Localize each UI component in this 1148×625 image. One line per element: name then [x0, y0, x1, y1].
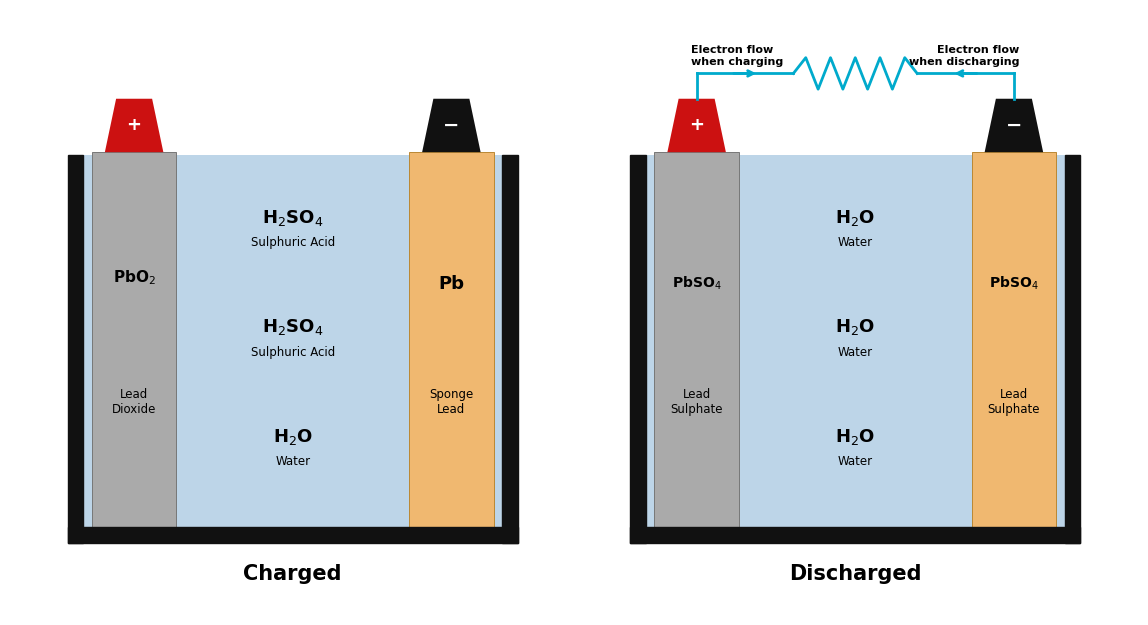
Bar	[646, 155, 1064, 528]
Text: Charged: Charged	[243, 564, 342, 584]
Text: PbSO$_4$: PbSO$_4$	[672, 275, 721, 292]
Polygon shape	[985, 99, 1044, 152]
Text: PbO$_2$: PbO$_2$	[113, 269, 155, 288]
Text: H$_2$O: H$_2$O	[836, 427, 875, 447]
Bar	[1064, 155, 1080, 543]
Text: +: +	[126, 116, 141, 134]
Bar	[630, 155, 646, 543]
Text: Electron flow
when discharging: Electron flow when discharging	[909, 45, 1019, 67]
Text: Electron flow
when charging: Electron flow when charging	[691, 45, 783, 67]
Text: Water: Water	[838, 236, 872, 249]
Bar	[502, 155, 518, 543]
Bar	[630, 528, 1080, 543]
Text: +: +	[689, 116, 704, 134]
Text: H$_2$O: H$_2$O	[836, 208, 875, 228]
Text: Lead
Dioxide: Lead Dioxide	[111, 388, 156, 416]
Text: H$_2$SO$_4$: H$_2$SO$_4$	[262, 318, 324, 338]
Text: PbSO$_4$: PbSO$_4$	[990, 275, 1039, 292]
Text: Sponge
Lead: Sponge Lead	[429, 388, 473, 416]
Text: Water: Water	[276, 455, 310, 468]
Bar	[409, 152, 494, 528]
Text: H$_2$O: H$_2$O	[273, 427, 312, 447]
Text: −: −	[443, 116, 459, 135]
Text: Sulphuric Acid: Sulphuric Acid	[250, 236, 335, 249]
Text: H$_2$O: H$_2$O	[836, 318, 875, 338]
Text: H$_2$SO$_4$: H$_2$SO$_4$	[262, 208, 324, 228]
Text: Water: Water	[838, 346, 872, 359]
Text: Lead
Sulphate: Lead Sulphate	[670, 388, 723, 416]
Bar	[84, 155, 502, 528]
Bar	[92, 152, 177, 528]
Bar	[68, 155, 84, 543]
Text: Discharged: Discharged	[789, 564, 922, 584]
Polygon shape	[667, 99, 726, 152]
Text: Lead
Sulphate: Lead Sulphate	[987, 388, 1040, 416]
Polygon shape	[422, 99, 481, 152]
Text: Sulphuric Acid: Sulphuric Acid	[250, 346, 335, 359]
Text: Pb: Pb	[439, 274, 465, 292]
Polygon shape	[104, 99, 163, 152]
Bar	[971, 152, 1056, 528]
Text: Water: Water	[838, 455, 872, 468]
Text: −: −	[1006, 116, 1022, 135]
Bar	[68, 528, 518, 543]
Bar	[654, 152, 739, 528]
